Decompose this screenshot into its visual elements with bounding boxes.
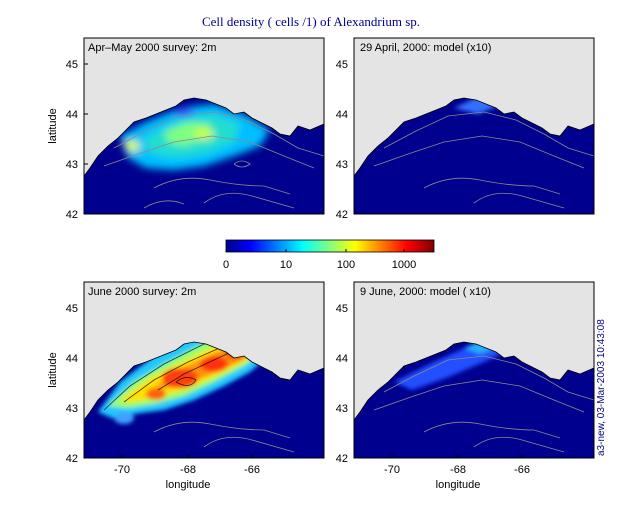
- xtick-label: -70: [114, 464, 130, 476]
- panel-29-april-model: 29 April, 2000: model (x10) 45 44 43 42: [336, 37, 595, 221]
- colorbar-tick: 0: [223, 259, 229, 271]
- y-axis: 45 44 43 42: [336, 59, 348, 221]
- xtick-label: -70: [384, 464, 400, 476]
- panel-label: June 2000 survey: 2m: [88, 286, 196, 298]
- panel-label: 9 June, 2000: model ( x10): [360, 286, 491, 298]
- x-axis: -70 -68 -66: [114, 454, 260, 476]
- y-axis-label: latitude: [47, 108, 59, 143]
- ytick-label: 45: [336, 303, 348, 315]
- ytick-label: 44: [66, 353, 78, 365]
- axes-frame: [353, 37, 595, 215]
- ytick-label: 44: [66, 109, 78, 121]
- bloom-field: [120, 104, 270, 170]
- x-axis-label: longitude: [166, 479, 211, 491]
- ytick-label: 44: [336, 109, 348, 121]
- panel-label: 29 April, 2000: model (x10): [360, 42, 491, 54]
- y-axis: 45 44 43 42: [66, 303, 78, 465]
- panel-june-survey: June 2000 survey: 2m 45 44 43 42 latitud…: [47, 281, 325, 491]
- panel-apr-may-survey: Apr–May 2000 survey: 2m 45 44 43 42 lati…: [47, 37, 325, 221]
- ytick-label: 45: [66, 59, 78, 71]
- x-axis: -70 -68 -66: [384, 454, 530, 476]
- depth-contours-grey: [153, 421, 295, 453]
- y-axis-label: latitude: [47, 352, 59, 387]
- colorbar: 0 10 100 1000: [223, 239, 435, 271]
- x-axis-label: longitude: [436, 479, 481, 491]
- ytick-label: 42: [336, 453, 348, 465]
- ytick-label: 43: [66, 403, 78, 415]
- ytick-label: 44: [336, 353, 348, 365]
- ytick-label: 43: [336, 159, 348, 171]
- xtick-label: -68: [180, 464, 196, 476]
- ytick-label: 45: [336, 59, 348, 71]
- timestamp-stamp: a3-new, 03-Mar-2003 10:43:08: [596, 319, 607, 456]
- ytick-label: 43: [66, 159, 78, 171]
- y-axis: 45 44 43 42: [66, 59, 88, 221]
- xtick-label: -66: [244, 464, 260, 476]
- xtick-label: -66: [514, 464, 530, 476]
- colorbar-tick: 1000: [392, 259, 416, 271]
- y-axis: 45 44 43 42: [336, 303, 348, 465]
- figure-title: Cell density ( cells /1) of Alexandrium …: [202, 14, 420, 29]
- depth-contours: [103, 111, 324, 209]
- colorbar-tick: 100: [337, 259, 355, 271]
- ytick-label: 43: [336, 403, 348, 415]
- axes-frame: [83, 281, 325, 459]
- ytick-label: 42: [336, 209, 348, 221]
- axes-frame: [353, 281, 595, 459]
- panel-label: Apr–May 2000 survey: 2m: [88, 42, 216, 54]
- axes-frame: [83, 37, 325, 215]
- colorbar-tick: 10: [280, 259, 292, 271]
- xtick-label: -68: [450, 464, 466, 476]
- colorbar-gradient: [225, 239, 435, 253]
- ytick-label: 45: [66, 303, 78, 315]
- ytick-label: 42: [66, 209, 78, 221]
- panel-9-june-model: 9 June, 2000: model ( x10) 45 44 43 42 -…: [336, 281, 595, 491]
- ytick-label: 42: [66, 453, 78, 465]
